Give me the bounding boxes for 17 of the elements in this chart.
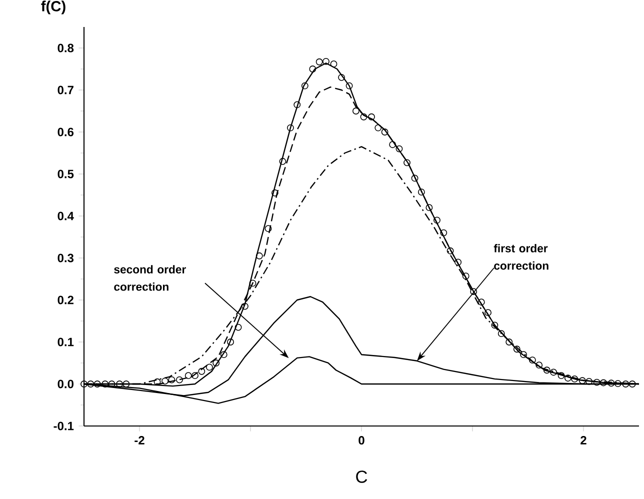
y-tick-label: 0.2 — [58, 296, 74, 304]
y-tick-label: -0.1 — [54, 422, 74, 430]
y-tick-label: 0.1 — [58, 338, 74, 346]
x-tick-label: 2 — [580, 436, 586, 444]
y-tick-label: 0.0 — [58, 380, 74, 388]
x-axis-title: C — [356, 470, 368, 483]
y-axis-title: f(C) — [41, 0, 66, 14]
y-tick-label: 0.5 — [58, 170, 74, 178]
x-tick-label: -2 — [134, 436, 144, 444]
y-tick-label: 0.6 — [58, 128, 74, 136]
y-tick-label: 0.3 — [58, 254, 74, 262]
y-tick-label: 0.4 — [58, 212, 74, 220]
annotation: first order correction — [494, 244, 548, 270]
annotation: second order correction — [114, 265, 186, 291]
x-tick-label: 0 — [358, 436, 364, 445]
y-tick-label: 0.7 — [58, 86, 74, 94]
y-tick-label: 0.8 — [58, 44, 74, 52]
